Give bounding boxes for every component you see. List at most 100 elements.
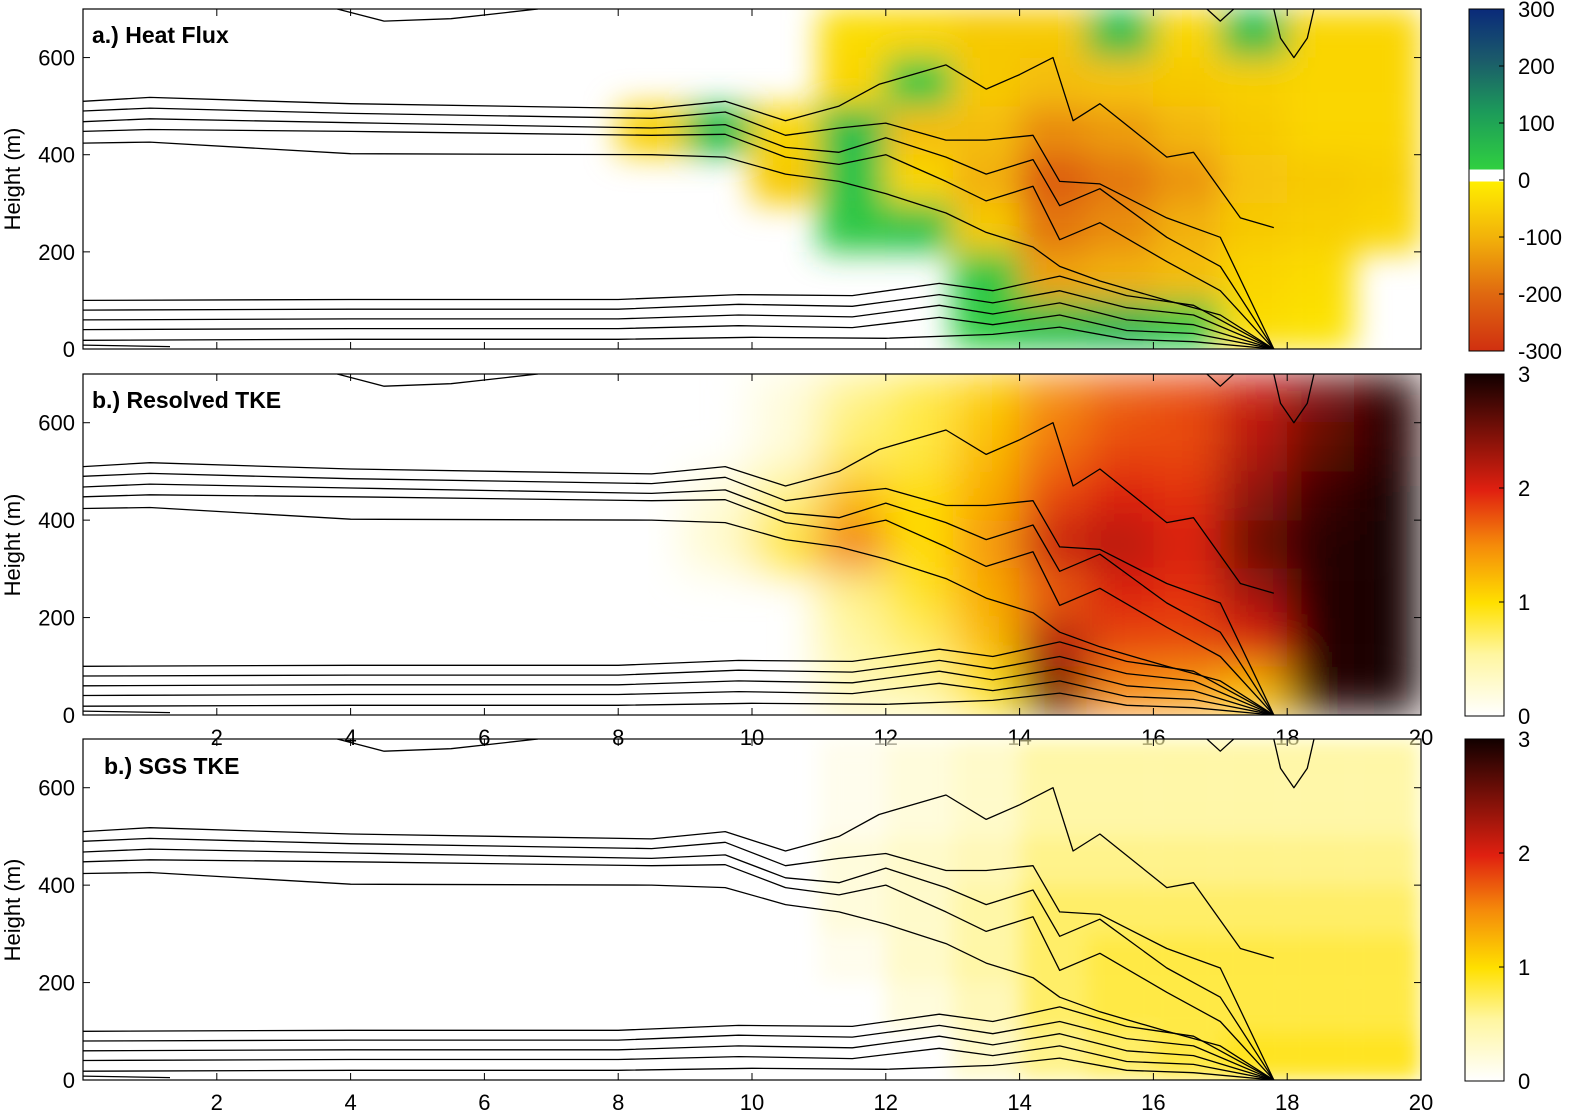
heatmap-cell — [1087, 203, 1154, 252]
panel-title-resolved-tke: b.) Resolved TKE — [92, 387, 281, 413]
heatmap-cell — [1020, 423, 1087, 472]
heatmap-cell — [819, 569, 886, 618]
heatmap-cell — [819, 618, 886, 667]
heatmap-cell — [752, 423, 819, 472]
colorbar-sgs-tke-bar — [1465, 739, 1504, 1081]
heatmap-cell — [886, 9, 953, 58]
heatmap-cell — [1354, 203, 1421, 252]
heatmap-cell — [886, 471, 953, 520]
colorbar-sgs-tke: 3210 — [1465, 727, 1530, 1094]
heatmap-cell — [1354, 155, 1421, 204]
heatmap-cell — [886, 423, 953, 472]
heatmap-cell — [1287, 739, 1354, 788]
heatmap-cell — [1220, 106, 1287, 155]
colorbar-tick-label: 200 — [1518, 54, 1555, 79]
heatmap-cell — [1020, 106, 1087, 155]
heatmap-cell — [1220, 836, 1287, 885]
heatmap-cell — [1287, 471, 1354, 520]
heatmap-cell — [1020, 9, 1087, 58]
y-axis-label-heat-flux: Height (m) — [0, 128, 25, 231]
heatmap-cell — [1087, 739, 1154, 788]
heatmap-cell — [1220, 739, 1287, 788]
y-tick-label: 0 — [63, 1068, 75, 1093]
y-tick-label: 400 — [38, 508, 75, 533]
heatmap-cell — [1354, 423, 1421, 472]
heatmap-cell — [886, 618, 953, 667]
heatmap-cell — [1220, 374, 1287, 423]
heatmap-cell — [886, 836, 953, 885]
heatmap-cell — [1354, 739, 1421, 788]
heatmap-cell — [1287, 934, 1354, 983]
heatmap-cell — [953, 788, 1020, 837]
colorbar-tick-label: 0 — [1518, 168, 1530, 193]
heatmap-cell — [1354, 58, 1421, 107]
heatmap-cell — [1220, 520, 1287, 569]
heatmap-cell — [1153, 203, 1220, 252]
heatmap-cell — [886, 374, 953, 423]
heatmap-cell — [886, 203, 953, 252]
heatmap-cell — [1153, 569, 1220, 618]
heatmap-cell — [1354, 569, 1421, 618]
figure: 0200400600 02004006002 4 6 8 10 12 14 16 18 20 02… — [0, 0, 1573, 1119]
colorbar-resolved-tke-bar — [1465, 374, 1504, 716]
isoline — [337, 374, 538, 386]
isoline — [83, 711, 170, 713]
y-axis-label-sgs-tke: Height (m) — [0, 859, 25, 962]
colorbar-heat-flux-bar — [1469, 9, 1504, 351]
heatmap-cell — [1287, 520, 1354, 569]
heatmap-cell — [953, 106, 1020, 155]
colorbar-tick-label: -200 — [1518, 282, 1562, 307]
x-tick-label: 6 — [478, 1090, 490, 1115]
heatmap-cell — [1220, 471, 1287, 520]
colorbar-tick-label: 0 — [1518, 704, 1530, 729]
heatmap-cell — [1020, 836, 1087, 885]
heatmap-cell — [1220, 9, 1287, 58]
heatmap-cell — [1287, 666, 1354, 715]
colorbar-resolved-tke: 3210 — [1465, 362, 1530, 729]
y-tick-label: 400 — [38, 873, 75, 898]
heatmap-cell — [819, 374, 886, 423]
heatmap-cell — [1153, 520, 1220, 569]
heatmap-cell — [1287, 106, 1354, 155]
heatmap-cell — [1087, 934, 1154, 983]
heatmap-cell — [953, 58, 1020, 107]
heatmap-cell — [1153, 836, 1220, 885]
y-tick-label: 200 — [38, 240, 75, 265]
y-tick-label: 200 — [38, 606, 75, 631]
heatmap-cell — [953, 666, 1020, 715]
heatmap-cell — [1287, 885, 1354, 934]
x-tick-label: 12 — [874, 1090, 898, 1115]
x-tick-label: 10 — [740, 725, 764, 750]
heatmap-cell — [886, 934, 953, 983]
heatmap-cell — [1220, 788, 1287, 837]
colorbar-tick-label: 1 — [1518, 590, 1530, 615]
heatmap-cell — [1153, 374, 1220, 423]
heatmap-cell — [1153, 885, 1220, 934]
heatmap-cell — [1354, 885, 1421, 934]
heatmap-cell — [1354, 788, 1421, 837]
y-tick-label: 0 — [63, 337, 75, 362]
heatmap-cell — [1087, 666, 1154, 715]
colorbar-tick-label: -100 — [1518, 225, 1562, 250]
x-tick-label: 6 — [478, 725, 490, 750]
heatmap-cell — [1287, 618, 1354, 667]
x-tick-label: 18 — [1275, 1090, 1299, 1115]
panel-sgs-tke: 02004006002 4 6 8 10 12 14 16 18 20 — [38, 739, 1433, 1115]
isoline — [83, 1076, 170, 1078]
heatmap-field — [685, 374, 1421, 715]
colorbar-tick-label: 2 — [1518, 841, 1530, 866]
heatmap-cell — [1287, 9, 1354, 58]
heatmap-cell — [1153, 739, 1220, 788]
heatmap-cell — [886, 739, 953, 788]
heatmap-cell — [1153, 9, 1220, 58]
heatmap-cell — [819, 471, 886, 520]
heatmap-cell — [1020, 374, 1087, 423]
panel-title-heat-flux: a.) Heat Flux — [92, 22, 229, 48]
x-tick-label: 8 — [612, 725, 624, 750]
heatmap-cell — [953, 1031, 1020, 1080]
isoline — [337, 9, 538, 21]
heatmap-cell — [953, 300, 1020, 349]
heatmap-cell — [953, 471, 1020, 520]
heatmap-cell — [1287, 374, 1354, 423]
